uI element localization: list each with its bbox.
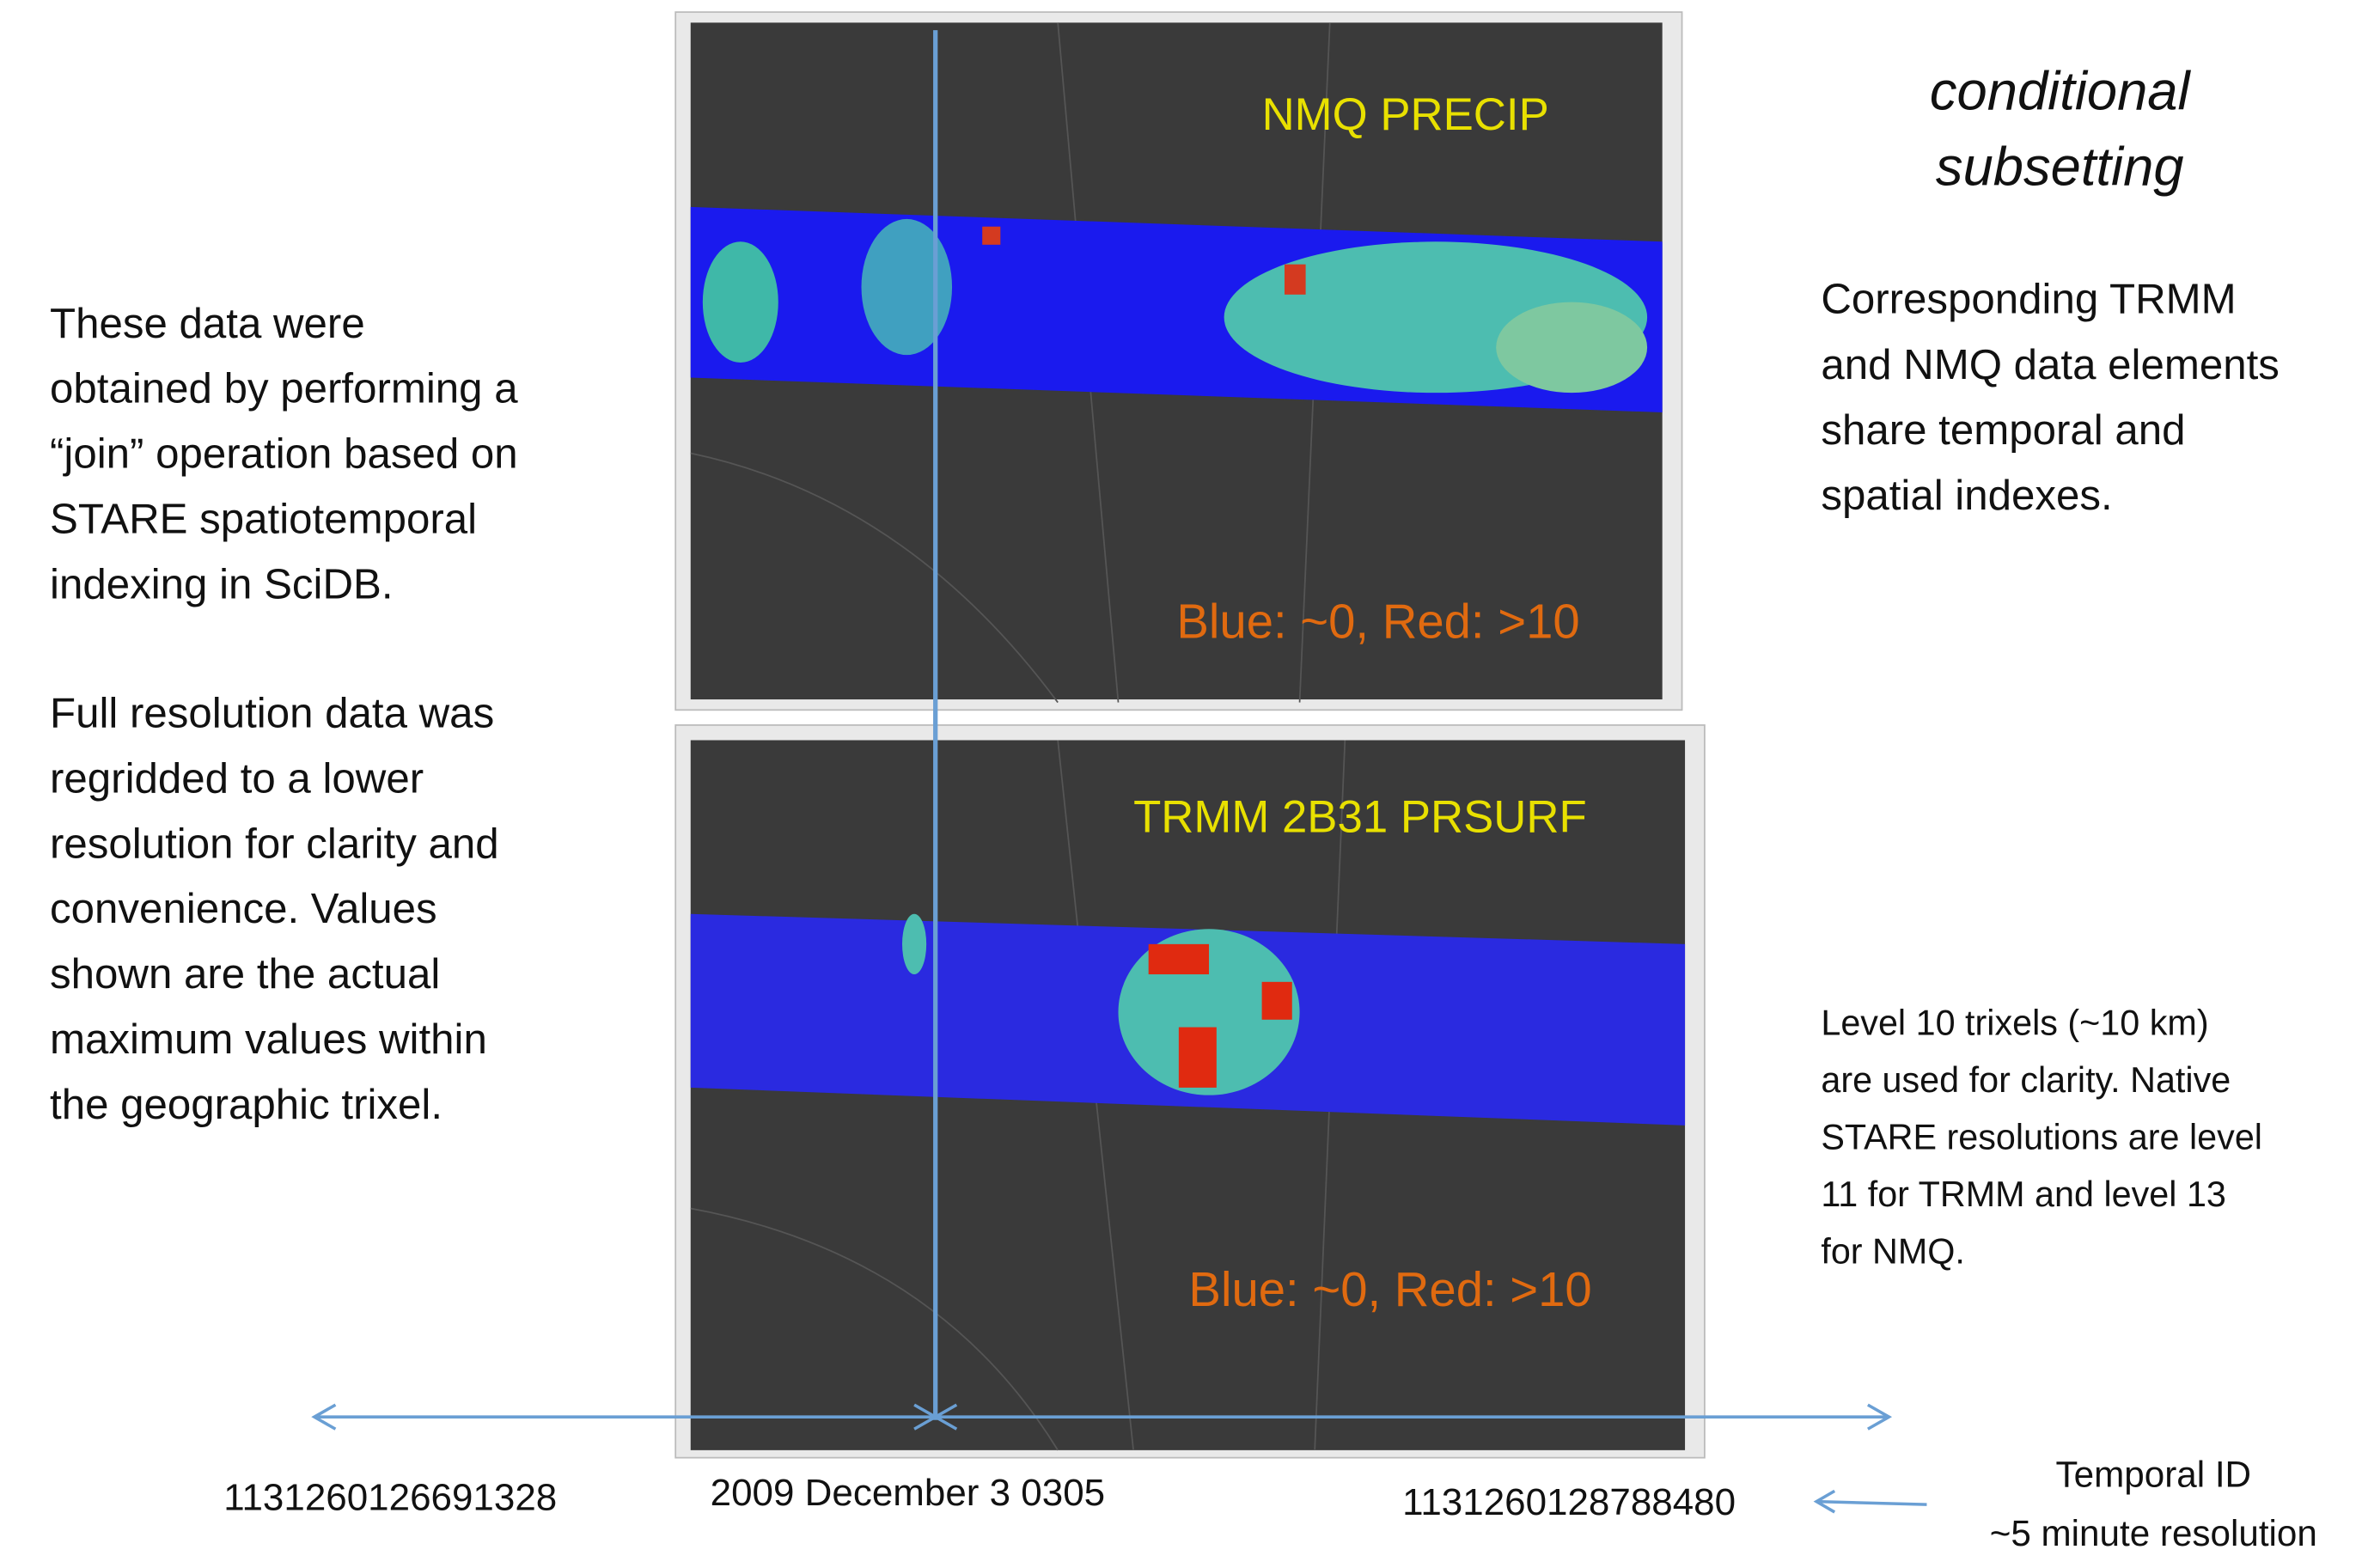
heading-line: subsetting (1936, 137, 2184, 197)
note-line: regridded to a lower (50, 754, 424, 802)
note-line: Corresponding TRMM (1821, 276, 2236, 323)
top-panel: NMQ PRECIP Blue: ~0, Red: >10 (675, 12, 1681, 710)
note-line: maximum values within (50, 1016, 487, 1063)
note-line: for NMQ. (1821, 1232, 1965, 1272)
end-id: 1131260128788480 (1402, 1481, 1736, 1523)
note-line: are used for clarity. Native (1821, 1060, 2231, 1100)
precip-blob (703, 241, 778, 363)
time-label: 2009 December 3 0305 (711, 1472, 1105, 1514)
note-line: shown are the actual (50, 950, 440, 998)
caption-line: Temporal ID (2056, 1455, 2251, 1495)
note-line: “join” operation based on (50, 430, 518, 478)
note-line: obtained by performing a (50, 365, 518, 412)
start-id: 1131260126691328 (223, 1476, 557, 1518)
panel-title: NMQ PRECIP (1262, 89, 1549, 140)
precip-blob (1179, 1028, 1217, 1088)
note-line: These data were (50, 300, 365, 347)
precip-blob (1149, 944, 1209, 974)
precip-blob (902, 914, 926, 974)
note-line: 11 for TRMM and level 13 (1821, 1174, 2226, 1214)
heading-line: conditional (1930, 61, 2192, 121)
note-line: share temporal and (1821, 406, 2185, 454)
precip-blob (1262, 982, 1292, 1020)
precip-blob (982, 227, 1000, 245)
note-line: resolution for clarity and (50, 820, 499, 867)
note-line: and NMQ data elements (1821, 341, 2280, 388)
note-line: Level 10 trixels (~10 km) (1821, 1004, 2208, 1043)
precip-blob (862, 219, 953, 355)
panel-legend: Blue: ~0, Red: >10 (1176, 595, 1579, 649)
precip-blob (1285, 265, 1306, 295)
note-line: the geographic trixel. (50, 1081, 442, 1128)
pointer-arrow (1816, 1502, 1926, 1505)
note-line: convenience. Values (50, 885, 437, 932)
note-line: Full resolution data was (50, 689, 494, 736)
panel-title: TRMM 2B31 PRSURF (1133, 792, 1587, 843)
note-line: STARE spatiotemporal (50, 496, 477, 543)
panel-legend: Blue: ~0, Red: >10 (1188, 1262, 1591, 1316)
note-line: STARE resolutions are level (1821, 1118, 2262, 1157)
caption-line: ~5 minute resolution (1990, 1513, 2317, 1553)
precip-blob (1496, 302, 1647, 393)
note-line: spatial indexes. (1821, 472, 2112, 519)
page: NMQ PRECIP Blue: ~0, Red: >10 TRMM 2B31 … (0, 0, 2362, 1568)
slide: NMQ PRECIP Blue: ~0, Red: >10 TRMM 2B31 … (0, 0, 2362, 1568)
bottom-panel: TRMM 2B31 PRSURF Blue: ~0, Red: >10 (675, 725, 1705, 1458)
note-line: indexing in SciDB. (50, 561, 393, 608)
